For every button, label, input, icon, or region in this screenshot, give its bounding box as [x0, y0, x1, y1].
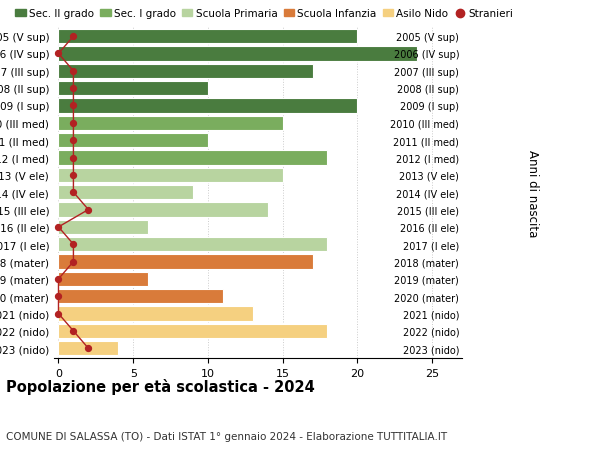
- Text: Popolazione per età scolastica - 2024: Popolazione per età scolastica - 2024: [6, 379, 315, 395]
- Point: [68, 155, 78, 162]
- Point: [53, 224, 63, 231]
- Bar: [58, 82, 208, 96]
- Point: [68, 68, 78, 75]
- Y-axis label: Anni di nascita: Anni di nascita: [526, 149, 539, 236]
- Bar: [58, 238, 328, 252]
- Legend: Sec. II grado, Sec. I grado, Scuola Primaria, Scuola Infanzia, Asilo Nido, Stran: Sec. II grado, Sec. I grado, Scuola Prim…: [11, 5, 517, 23]
- Point: [68, 189, 78, 196]
- Point: [68, 172, 78, 179]
- Bar: [58, 341, 118, 356]
- Bar: [58, 47, 417, 62]
- Bar: [58, 203, 268, 217]
- Point: [68, 103, 78, 110]
- Text: COMUNE DI SALASSA (TO) - Dati ISTAT 1° gennaio 2024 - Elaborazione TUTTITALIA.IT: COMUNE DI SALASSA (TO) - Dati ISTAT 1° g…: [6, 431, 447, 442]
- Bar: [58, 134, 208, 148]
- Bar: [58, 168, 283, 183]
- Bar: [58, 65, 313, 79]
- Bar: [58, 255, 313, 269]
- Bar: [58, 151, 328, 165]
- Point: [68, 328, 78, 335]
- Bar: [58, 290, 223, 304]
- Bar: [58, 307, 253, 321]
- Bar: [58, 324, 328, 338]
- Bar: [58, 30, 358, 44]
- Bar: [58, 99, 358, 113]
- Point: [68, 137, 78, 145]
- Point: [68, 34, 78, 41]
- Point: [53, 310, 63, 318]
- Bar: [58, 220, 148, 235]
- Point: [68, 85, 78, 93]
- Point: [53, 50, 63, 58]
- Point: [83, 345, 93, 352]
- Point: [68, 241, 78, 248]
- Point: [53, 275, 63, 283]
- Point: [68, 258, 78, 266]
- Point: [83, 207, 93, 214]
- Bar: [58, 117, 283, 131]
- Point: [68, 120, 78, 127]
- Bar: [58, 272, 148, 286]
- Bar: [58, 186, 193, 200]
- Point: [53, 293, 63, 300]
